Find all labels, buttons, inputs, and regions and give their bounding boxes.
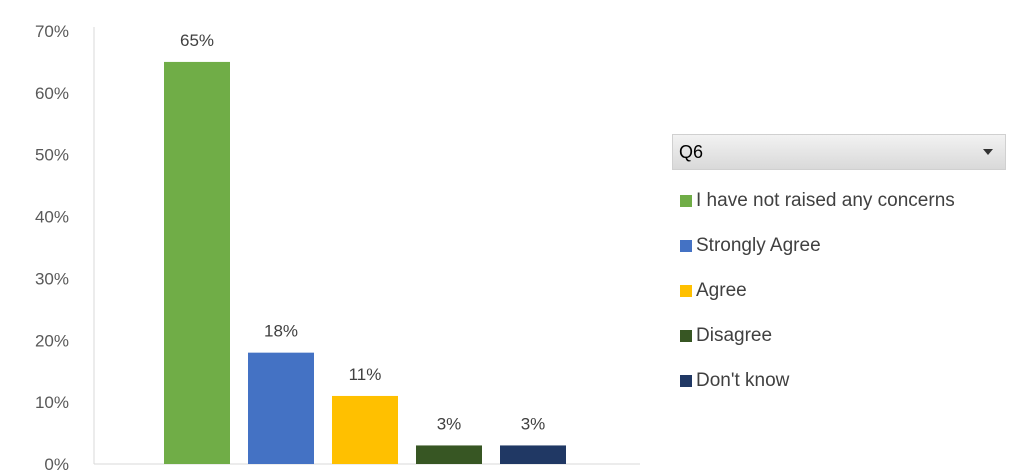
y-tick-label: 20% <box>35 331 69 350</box>
legend-swatch <box>680 374 692 387</box>
y-tick-label: 40% <box>35 208 69 227</box>
bar-chart: 0% 10% 20% 30% 40% 50% 60% 70% 65% 18% 11% 3% 3% <box>35 22 640 472</box>
data-label: 65% <box>180 31 214 50</box>
legend-swatch <box>680 194 692 207</box>
data-label: 11% <box>349 365 382 384</box>
y-tick-label: 30% <box>35 269 69 288</box>
y-tick-label: 0% <box>44 455 69 472</box>
legend-item-label: Agree <box>696 279 747 301</box>
legend-item[interactable]: Agree <box>672 268 1006 313</box>
legend-filter-header[interactable]: Q6 <box>672 134 1006 170</box>
legend-item[interactable]: Strongly Agree <box>672 223 1006 268</box>
data-label: 18% <box>264 322 298 341</box>
legend-title: Q6 <box>679 141 704 162</box>
legend-swatch <box>680 329 692 342</box>
legend-item-label: Disagree <box>696 324 773 346</box>
bar <box>500 445 566 464</box>
y-tick-label: 50% <box>35 146 69 165</box>
data-label: 3% <box>437 414 462 433</box>
bar <box>416 445 482 464</box>
legend-item[interactable]: Disagree <box>672 313 1006 358</box>
legend-item[interactable]: Don't know <box>672 358 1006 403</box>
chevron-down-icon[interactable] <box>983 149 993 155</box>
y-tick-label: 10% <box>35 393 69 412</box>
legend-item[interactable]: I have not raised any concerns <box>672 178 1006 223</box>
legend: Q6 I have not raised any concerns Strong… <box>672 134 1006 403</box>
legend-swatch <box>680 239 692 252</box>
legend-item-label: Strongly Agree <box>696 234 821 256</box>
bar <box>248 352 314 464</box>
y-tick-label: 70% <box>35 22 69 41</box>
y-tick-label: 60% <box>35 84 69 103</box>
bar <box>332 395 398 464</box>
legend-swatch <box>680 284 692 297</box>
legend-item-label: Don't know <box>696 369 790 391</box>
bar <box>164 61 230 465</box>
data-label: 3% <box>521 414 546 433</box>
legend-items: I have not raised any concerns Strongly … <box>672 178 1006 403</box>
legend-item-label: I have not raised any concerns <box>696 189 955 211</box>
